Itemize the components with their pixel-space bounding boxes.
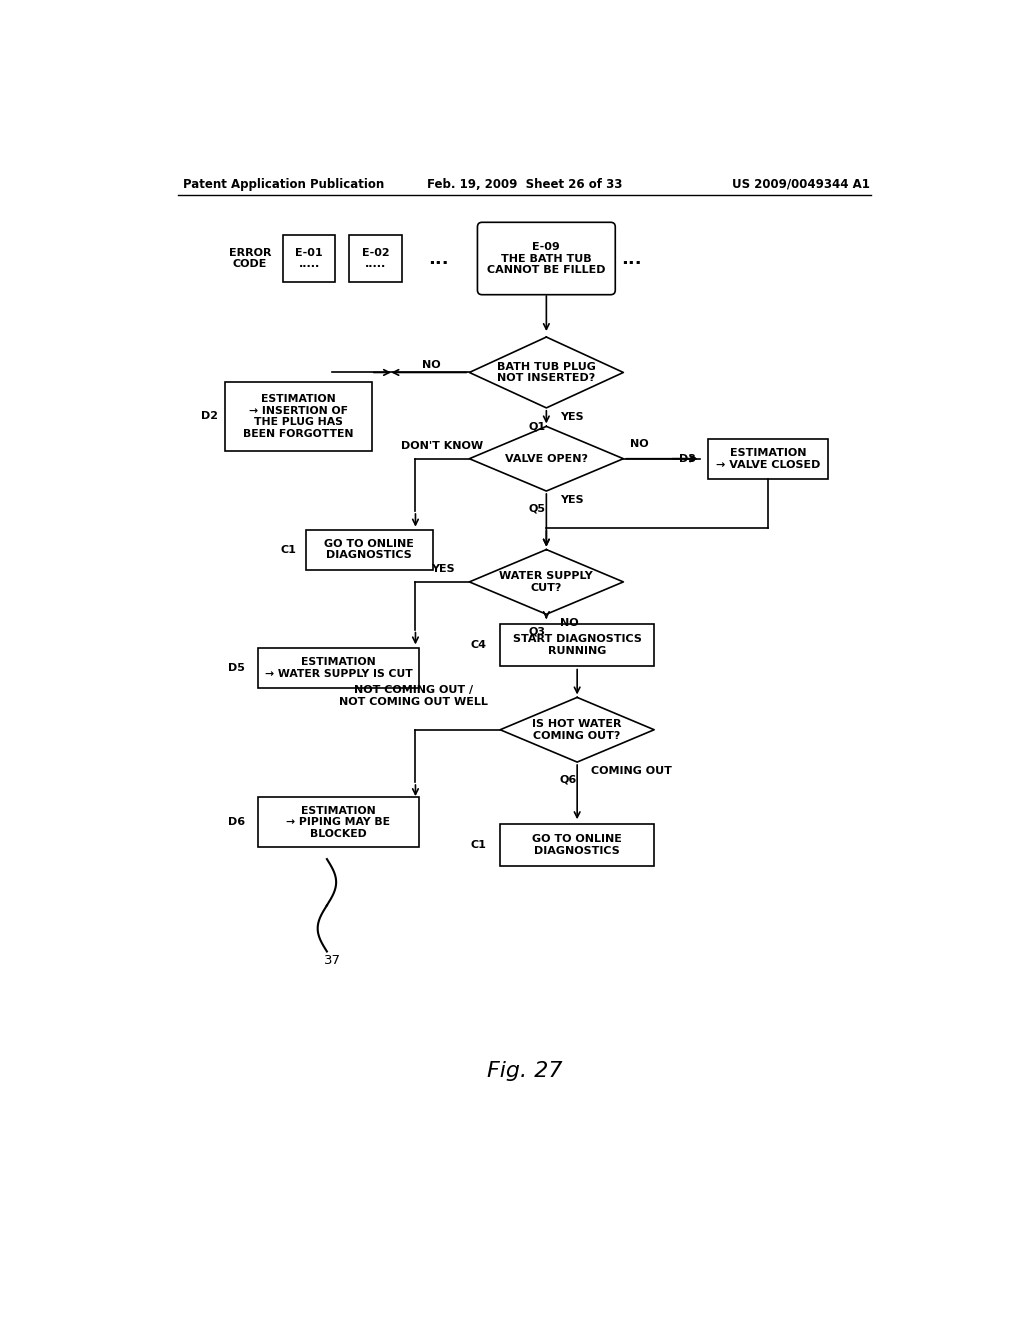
Text: E-09
THE BATH TUB
CANNOT BE FILLED: E-09 THE BATH TUB CANNOT BE FILLED xyxy=(487,242,605,275)
Text: VALVE OPEN?: VALVE OPEN? xyxy=(505,454,588,463)
FancyBboxPatch shape xyxy=(258,797,419,847)
FancyBboxPatch shape xyxy=(709,438,827,479)
Text: US 2009/0049344 A1: US 2009/0049344 A1 xyxy=(732,178,869,190)
Text: NO: NO xyxy=(560,619,579,628)
FancyBboxPatch shape xyxy=(306,529,433,570)
Text: IS HOT WATER
COMING OUT?: IS HOT WATER COMING OUT? xyxy=(532,719,622,741)
Text: C4: C4 xyxy=(471,640,486,649)
FancyBboxPatch shape xyxy=(225,381,372,451)
Text: ...: ... xyxy=(428,249,449,268)
Text: NOT COMING OUT /
NOT COMING OUT WELL: NOT COMING OUT / NOT COMING OUT WELL xyxy=(340,685,488,706)
Text: NO: NO xyxy=(422,360,440,370)
Text: Fig. 27: Fig. 27 xyxy=(487,1061,562,1081)
FancyBboxPatch shape xyxy=(477,222,615,294)
Text: Q3: Q3 xyxy=(528,627,546,636)
Text: GO TO ONLINE
DIAGNOSTICS: GO TO ONLINE DIAGNOSTICS xyxy=(532,834,623,857)
Text: D6: D6 xyxy=(228,817,246,828)
Text: COMING OUT: COMING OUT xyxy=(591,767,672,776)
FancyBboxPatch shape xyxy=(258,648,419,688)
Text: D3: D3 xyxy=(679,454,695,463)
Text: Q5: Q5 xyxy=(528,503,546,513)
Text: YES: YES xyxy=(431,564,455,574)
Text: ESTIMATION
→ INSERTION OF
THE PLUG HAS
BEEN FORGOTTEN: ESTIMATION → INSERTION OF THE PLUG HAS B… xyxy=(243,393,353,438)
Text: BATH TUB PLUG
NOT INSERTED?: BATH TUB PLUG NOT INSERTED? xyxy=(497,362,596,383)
FancyBboxPatch shape xyxy=(500,624,654,667)
Text: E-01
.....: E-01 ..... xyxy=(295,248,323,269)
Polygon shape xyxy=(500,697,654,762)
FancyBboxPatch shape xyxy=(283,235,336,282)
Text: START DIAGNOSTICS
RUNNING: START DIAGNOSTICS RUNNING xyxy=(513,634,642,656)
Text: WATER SUPPLY
CUT?: WATER SUPPLY CUT? xyxy=(500,572,593,593)
Text: E-02
.....: E-02 ..... xyxy=(361,248,389,269)
Text: GO TO ONLINE
DIAGNOSTICS: GO TO ONLINE DIAGNOSTICS xyxy=(325,539,414,561)
FancyBboxPatch shape xyxy=(500,824,654,866)
Text: D2: D2 xyxy=(202,412,218,421)
Text: ESTIMATION
→ PIPING MAY BE
BLOCKED: ESTIMATION → PIPING MAY BE BLOCKED xyxy=(287,805,390,838)
Text: ...: ... xyxy=(621,249,641,268)
Polygon shape xyxy=(469,426,624,491)
Text: ESTIMATION
→ WATER SUPPLY IS CUT: ESTIMATION → WATER SUPPLY IS CUT xyxy=(264,657,413,678)
Text: 37: 37 xyxy=(324,954,341,968)
Text: D5: D5 xyxy=(228,663,246,673)
Text: Q6: Q6 xyxy=(559,775,577,784)
Text: NO: NO xyxy=(630,440,648,449)
Text: ESTIMATION
→ VALVE CLOSED: ESTIMATION → VALVE CLOSED xyxy=(716,447,820,470)
Polygon shape xyxy=(469,337,624,408)
Text: YES: YES xyxy=(560,412,584,422)
Text: Patent Application Publication: Patent Application Publication xyxy=(183,178,384,190)
Text: C1: C1 xyxy=(281,545,296,554)
Text: ERROR
CODE: ERROR CODE xyxy=(228,248,271,269)
FancyBboxPatch shape xyxy=(349,235,401,282)
Polygon shape xyxy=(469,549,624,614)
Text: Feb. 19, 2009  Sheet 26 of 33: Feb. 19, 2009 Sheet 26 of 33 xyxy=(427,178,623,190)
Text: YES: YES xyxy=(560,495,584,506)
Text: Q1: Q1 xyxy=(528,422,546,432)
Text: DON'T KNOW: DON'T KNOW xyxy=(401,441,483,451)
Text: C1: C1 xyxy=(471,841,486,850)
